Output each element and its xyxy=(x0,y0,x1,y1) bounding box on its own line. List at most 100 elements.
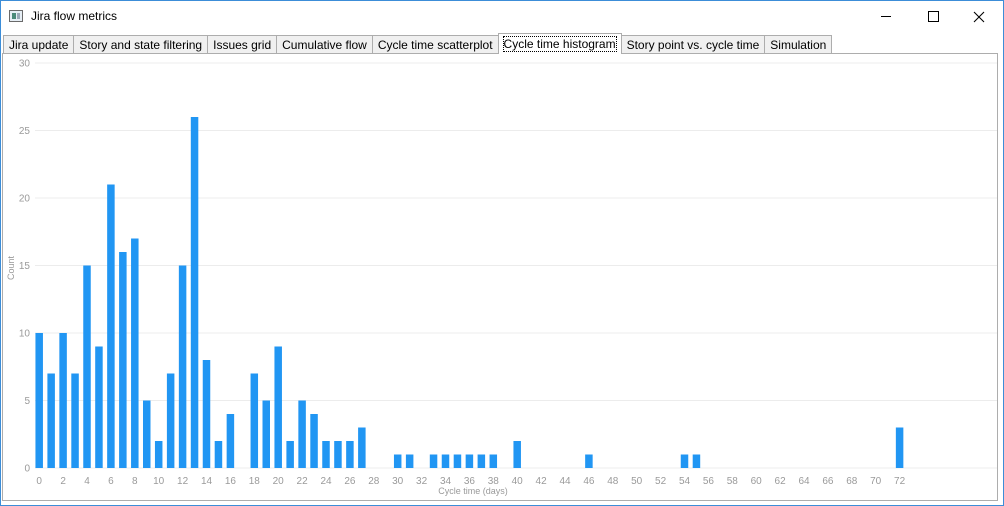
x-tick-label: 72 xyxy=(894,476,906,487)
x-tick-label: 70 xyxy=(870,476,882,487)
tab-label: Jira update xyxy=(9,38,69,52)
x-tick-label: 36 xyxy=(464,476,476,487)
x-tick-label: 54 xyxy=(679,476,691,487)
x-tick-label: 44 xyxy=(559,476,571,487)
histogram-bar xyxy=(895,427,904,468)
x-tick-label: 66 xyxy=(822,476,834,487)
histogram-bar xyxy=(154,441,163,468)
x-axis-label: Cycle time (days) xyxy=(438,486,508,496)
histogram-bar xyxy=(178,265,187,468)
histogram-bar xyxy=(465,454,474,468)
x-tick-label: 32 xyxy=(416,476,428,487)
tab-jira-update[interactable]: Jira update xyxy=(3,35,75,54)
tab-simulation[interactable]: Simulation xyxy=(764,35,833,54)
histogram-bar xyxy=(513,441,521,468)
x-tick-label: 52 xyxy=(655,476,667,487)
histogram-bar xyxy=(83,265,91,468)
histogram-bar xyxy=(441,454,450,468)
x-tick-label: 6 xyxy=(108,476,114,487)
tab-cycle-time-scatterplot[interactable]: Cycle time scatterplot xyxy=(371,35,499,54)
x-tick-label: 34 xyxy=(440,476,452,487)
histogram-bar xyxy=(405,454,414,468)
title-bar[interactable]: Jira flow metrics xyxy=(1,1,1003,32)
histogram-bar xyxy=(274,346,282,468)
tab-story-and-state-filtering[interactable]: Story and state filtering xyxy=(73,35,209,54)
app-window-icon xyxy=(9,10,23,22)
minimize-icon xyxy=(881,16,891,17)
y-tick-label: 30 xyxy=(19,59,31,70)
x-tick-label: 12 xyxy=(177,476,189,487)
y-axis-label: Count xyxy=(6,256,16,281)
x-tick-label: 18 xyxy=(249,476,261,487)
x-tick-label: 10 xyxy=(153,476,165,487)
histogram-bar xyxy=(310,414,318,468)
y-axis-ticks: 0 5 10 15 20 25 30 xyxy=(19,59,31,475)
y-tick-label: 20 xyxy=(19,194,31,205)
histogram-bar xyxy=(131,238,139,468)
histogram-bar xyxy=(71,373,79,468)
chart-bars xyxy=(35,117,904,468)
tab-label: Story and state filtering xyxy=(79,38,203,52)
x-tick-label: 64 xyxy=(798,476,810,487)
tab-cycle-time-histogram[interactable]: Cycle time histogram xyxy=(497,33,622,54)
histogram-bar xyxy=(214,441,223,468)
histogram-bar xyxy=(322,441,330,468)
histogram-bar xyxy=(334,441,342,468)
x-tick-label: 16 xyxy=(225,476,237,487)
window-title: Jira flow metrics xyxy=(31,9,118,23)
y-tick-label: 10 xyxy=(19,329,31,340)
histogram-bar xyxy=(143,400,151,468)
histogram-bar xyxy=(95,346,103,468)
histogram-bar xyxy=(35,333,43,468)
histogram-bar xyxy=(190,117,199,468)
histogram-bar xyxy=(107,184,115,468)
x-tick-label: 30 xyxy=(392,476,404,487)
x-tick-label: 24 xyxy=(320,476,332,487)
histogram-bar xyxy=(286,441,294,468)
histogram-bar xyxy=(585,454,593,468)
histogram-bar xyxy=(429,454,438,468)
y-tick-label: 0 xyxy=(24,464,30,475)
x-tick-label: 22 xyxy=(297,476,309,487)
tab-label: Cycle time scatterplot xyxy=(377,38,493,52)
histogram-bar xyxy=(477,454,486,468)
histogram-bar xyxy=(262,400,270,468)
histogram-bar xyxy=(119,252,127,468)
maximize-button[interactable] xyxy=(910,1,956,32)
x-tick-label: 42 xyxy=(536,476,548,487)
tab-cumulative-flow[interactable]: Cumulative flow xyxy=(276,35,373,54)
x-tick-label: 50 xyxy=(631,476,643,487)
x-tick-label: 46 xyxy=(583,476,595,487)
tab-issues-grid[interactable]: Issues grid xyxy=(207,35,278,54)
x-tick-label: 14 xyxy=(201,476,213,487)
tab-story-point-vs-cycle-time[interactable]: Story point vs. cycle time xyxy=(620,35,766,54)
close-button[interactable] xyxy=(956,1,1002,32)
minimize-button[interactable] xyxy=(863,1,909,32)
x-tick-label: 20 xyxy=(273,476,285,487)
histogram-bar xyxy=(59,333,67,468)
x-tick-label: 56 xyxy=(703,476,715,487)
x-tick-label: 38 xyxy=(488,476,500,487)
tab-label: Issues grid xyxy=(213,38,272,52)
x-tick-label: 2 xyxy=(60,476,66,487)
x-tick-label: 8 xyxy=(132,476,138,487)
y-tick-label: 25 xyxy=(19,126,31,137)
histogram-bar xyxy=(226,414,235,468)
histogram-bar xyxy=(47,373,55,468)
x-tick-label: 0 xyxy=(36,476,42,487)
histogram-bar xyxy=(166,373,175,468)
x-tick-label: 28 xyxy=(368,476,380,487)
histogram-bar xyxy=(489,454,498,468)
tab-strip: Jira update Story and state filtering Is… xyxy=(3,33,833,54)
x-tick-label: 58 xyxy=(727,476,739,487)
histogram-bar xyxy=(680,454,689,468)
x-tick-label: 48 xyxy=(607,476,619,487)
histogram-bar xyxy=(358,427,366,468)
histogram-bar xyxy=(346,441,354,468)
x-tick-label: 26 xyxy=(344,476,356,487)
histogram-bar xyxy=(393,454,402,468)
maximize-icon xyxy=(927,11,939,22)
histogram-bar xyxy=(202,360,211,468)
tab-label: Cumulative flow xyxy=(282,38,367,52)
